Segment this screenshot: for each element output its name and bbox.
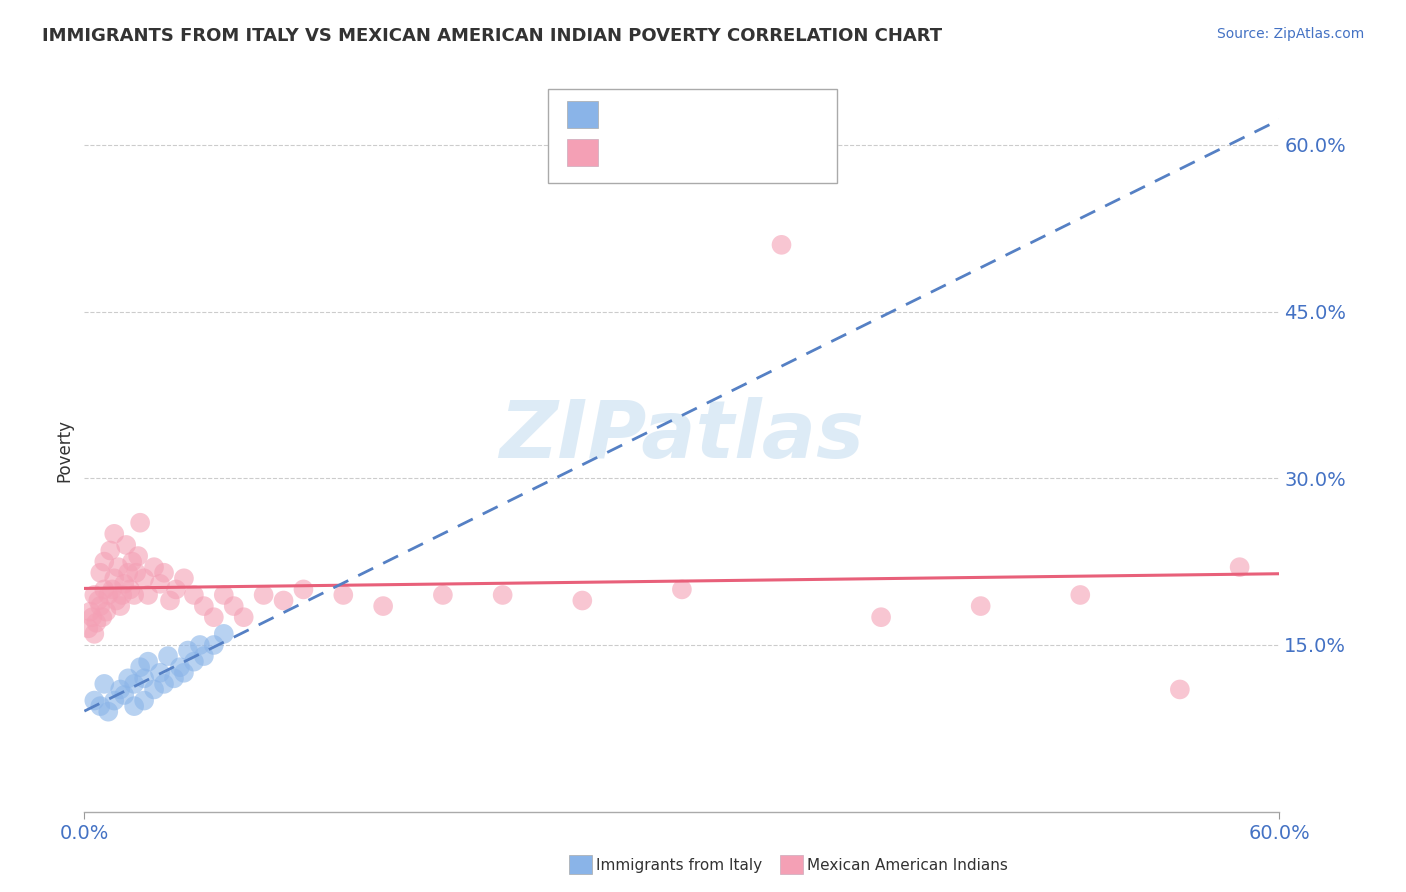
Text: R = 0.258   N = 27: R = 0.258 N = 27: [605, 107, 775, 125]
Point: [183, 588, 205, 602]
Point: [101, 582, 124, 597]
Point: [212, 627, 235, 641]
Point: [120, 582, 142, 597]
Point: [273, 593, 295, 607]
Point: [83, 588, 105, 602]
Point: [83, 627, 105, 641]
Point: [110, 599, 132, 613]
Point: [1168, 682, 1191, 697]
Point: [159, 593, 181, 607]
Point: [122, 588, 145, 602]
Point: [117, 671, 139, 685]
Point: [129, 516, 152, 530]
Point: [970, 599, 993, 613]
Point: [169, 660, 191, 674]
Point: [165, 582, 187, 597]
Point: [202, 638, 225, 652]
Point: [112, 688, 135, 702]
Point: [93, 677, 115, 691]
Point: [157, 649, 180, 664]
Point: [115, 538, 138, 552]
Point: [93, 582, 115, 597]
Point: [77, 621, 100, 635]
Point: [103, 693, 125, 707]
Point: [89, 566, 111, 580]
Point: [89, 599, 111, 613]
Point: [97, 705, 120, 719]
Point: [132, 571, 156, 585]
Point: [107, 560, 129, 574]
Point: [212, 588, 235, 602]
Point: [432, 588, 454, 602]
Point: [149, 665, 172, 680]
Point: [132, 693, 156, 707]
Point: [89, 699, 111, 714]
Point: [93, 555, 115, 569]
Point: [143, 682, 166, 697]
Point: [253, 588, 276, 602]
Point: [98, 543, 121, 558]
Point: [202, 610, 225, 624]
Point: [1069, 588, 1091, 602]
Point: [125, 566, 148, 580]
Point: [122, 677, 145, 691]
Point: [770, 237, 793, 252]
Text: Source: ZipAtlas.com: Source: ZipAtlas.com: [1216, 27, 1364, 41]
Point: [105, 593, 128, 607]
Point: [87, 593, 110, 607]
Text: IMMIGRANTS FROM ITALY VS MEXICAN AMERICAN INDIAN POVERTY CORRELATION CHART: IMMIGRANTS FROM ITALY VS MEXICAN AMERICA…: [42, 27, 942, 45]
Point: [132, 671, 156, 685]
Point: [111, 588, 134, 602]
Point: [173, 665, 195, 680]
Text: R = 0.098   N = 60: R = 0.098 N = 60: [605, 145, 775, 163]
Point: [492, 588, 515, 602]
Point: [671, 582, 693, 597]
Point: [177, 643, 200, 657]
Point: [222, 599, 245, 613]
Point: [173, 571, 195, 585]
Point: [143, 560, 166, 574]
Point: [1229, 560, 1251, 574]
Point: [373, 599, 395, 613]
Point: [122, 699, 145, 714]
Point: [91, 610, 114, 624]
Point: [193, 649, 215, 664]
Y-axis label: Poverty: Poverty: [55, 419, 73, 482]
Point: [870, 610, 893, 624]
Point: [129, 660, 152, 674]
Point: [193, 599, 215, 613]
Point: [121, 555, 143, 569]
Point: [82, 610, 104, 624]
Point: [127, 549, 149, 563]
Point: [153, 566, 176, 580]
Point: [79, 605, 101, 619]
Point: [188, 638, 211, 652]
Point: [136, 655, 159, 669]
Point: [163, 671, 186, 685]
Point: [332, 588, 354, 602]
Point: [292, 582, 315, 597]
Text: ZIPatlas: ZIPatlas: [499, 397, 865, 475]
Point: [183, 655, 205, 669]
Point: [136, 588, 159, 602]
Point: [96, 605, 118, 619]
Point: [86, 615, 108, 630]
Text: Immigrants from Italy: Immigrants from Italy: [596, 858, 762, 872]
Point: [149, 577, 172, 591]
Point: [97, 588, 120, 602]
Point: [103, 526, 125, 541]
Point: [153, 677, 176, 691]
Point: [103, 571, 125, 585]
Text: Mexican American Indians: Mexican American Indians: [807, 858, 1008, 872]
Point: [117, 566, 139, 580]
Point: [571, 593, 593, 607]
Point: [232, 610, 254, 624]
Point: [112, 577, 135, 591]
Point: [83, 693, 105, 707]
Point: [110, 682, 132, 697]
